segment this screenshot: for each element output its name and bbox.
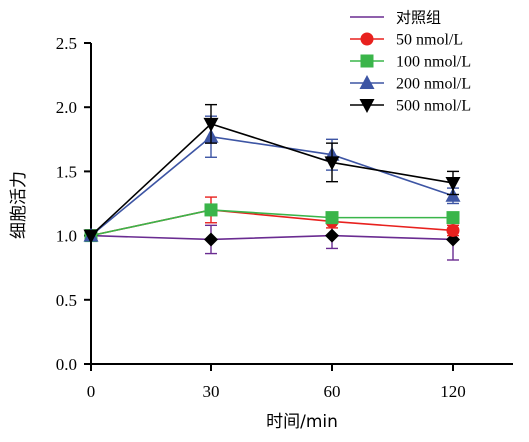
legend-label: 50 nmol/L (396, 32, 463, 49)
legend: 对照组 50 nmol/L 100 nmol/L 200 nmol/L 500 nmol… (350, 9, 471, 115)
data-point (445, 176, 461, 191)
legend-marker (360, 32, 374, 46)
y-axis-title: 细胞活力 (9, 171, 29, 239)
axes (90, 43, 513, 365)
data-point (325, 228, 339, 243)
y-tick-label: 1.0 (56, 227, 77, 246)
data-point (203, 117, 219, 132)
data-point (446, 211, 460, 225)
data-point (83, 229, 99, 244)
x-ticks: 0 30 60 120 (87, 364, 466, 401)
series-line (90, 122, 454, 237)
x-axis-title: 时间/min (266, 412, 338, 432)
legend-marker (359, 99, 375, 113)
series-line (90, 135, 454, 237)
data-point (446, 223, 460, 237)
x-tick-label: 30 (203, 382, 220, 401)
y-tick-label: 1.5 (56, 162, 77, 181)
x-tick-label: 0 (87, 382, 96, 401)
series-2 (84, 203, 460, 243)
legend-label: 100 nmol/L (396, 54, 471, 71)
series-line (90, 234, 454, 241)
y-tick-label: 2.0 (56, 98, 77, 117)
series-1 (84, 196, 460, 243)
legend-label: 500 nmol/L (396, 98, 471, 115)
series-4 (83, 103, 461, 244)
y-ticks: 0.0 0.5 1.0 1.5 2.0 2.5 (56, 34, 91, 374)
legend-marker (360, 54, 374, 68)
legend-marker (359, 75, 375, 89)
legend-label: 200 nmol/L (396, 76, 471, 93)
series-line (90, 209, 453, 237)
legend-label: 对照组 (396, 9, 441, 27)
data-point (204, 232, 218, 247)
data-point (325, 211, 339, 225)
x-tick-label: 120 (440, 382, 466, 401)
data-point (324, 156, 340, 171)
y-tick-label: 0.5 (56, 291, 77, 310)
series-3 (83, 115, 461, 242)
y-tick-label: 2.5 (56, 34, 77, 53)
x-tick-label: 60 (324, 382, 341, 401)
data-point (204, 203, 218, 217)
series-layer (83, 103, 461, 261)
y-tick-label: 0.0 (56, 355, 77, 374)
